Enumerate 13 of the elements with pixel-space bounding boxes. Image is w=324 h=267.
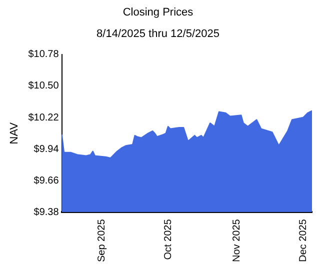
y-axis-title: NAV xyxy=(8,122,21,144)
y-tick-label: $9.38 xyxy=(34,206,60,218)
x-tick-label: Dec 2025 xyxy=(298,218,309,262)
chart-title: Closing Prices xyxy=(122,6,194,19)
y-tick-label: $10.22 xyxy=(28,112,60,124)
x-tick-label: Sep 2025 xyxy=(96,218,108,262)
y-tick-label: $10.50 xyxy=(28,80,60,92)
y-tick-label: $9.66 xyxy=(34,175,60,186)
x-tick-label: Nov 2025 xyxy=(231,218,242,262)
chart-subtitle: 8/14/2025 thru 12/5/2025 xyxy=(96,28,220,40)
y-tick-label: $10.78 xyxy=(28,49,60,60)
y-tick-label: $9.94 xyxy=(34,144,60,155)
x-tick-label: Oct 2025 xyxy=(162,218,174,260)
